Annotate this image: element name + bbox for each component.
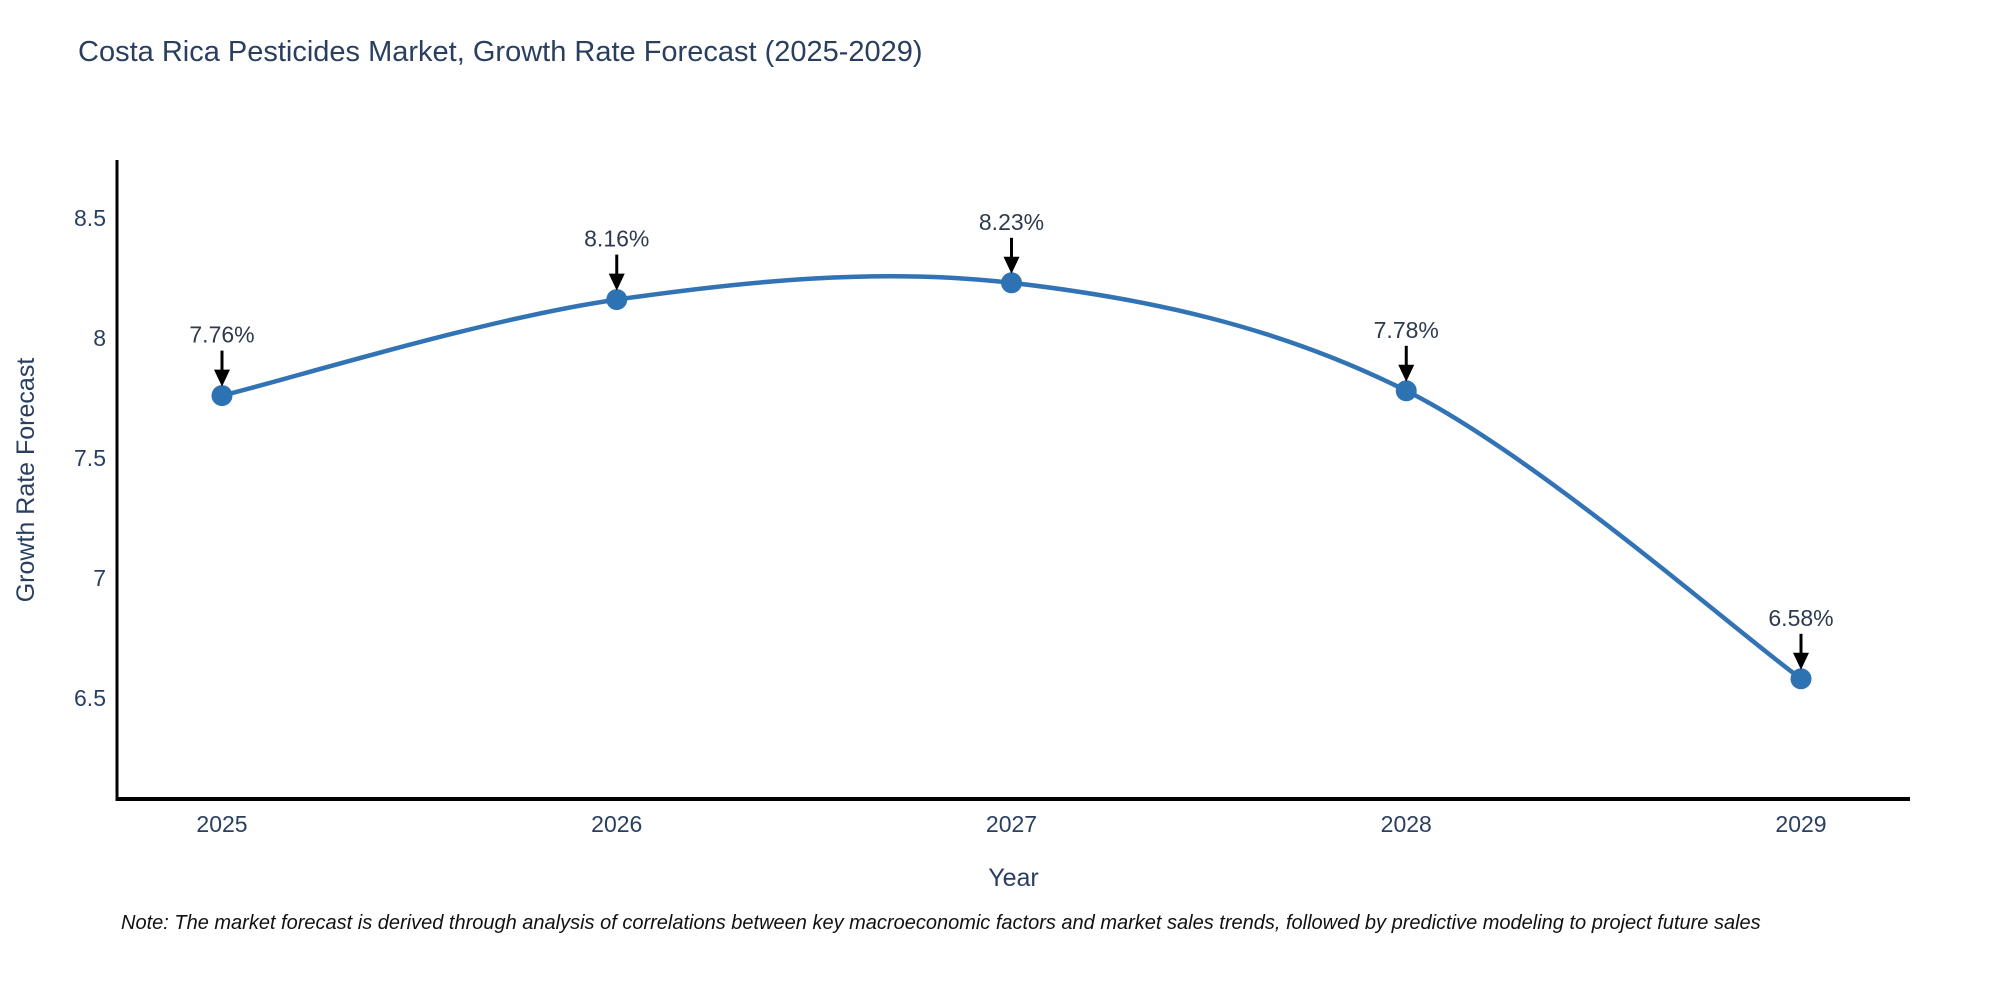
y-tick-label: 7 xyxy=(93,565,106,591)
x-tick-label: 2029 xyxy=(1775,811,1826,837)
y-tick-label: 7.5 xyxy=(74,445,106,471)
x-tick-label: 2028 xyxy=(1381,811,1432,837)
y-axis-title: Growth Rate Forecast xyxy=(12,358,40,603)
data-point-label: 7.76% xyxy=(189,322,254,348)
data-point-marker xyxy=(1790,668,1812,690)
y-tick-label: 6.5 xyxy=(74,685,106,711)
data-point-label: 8.23% xyxy=(979,209,1044,235)
x-tick-label: 2025 xyxy=(196,811,247,837)
x-axis-title: Year xyxy=(988,864,1039,892)
data-point-marker xyxy=(211,385,233,407)
y-tick-label: 8 xyxy=(93,325,106,351)
data-point-label: 7.78% xyxy=(1374,317,1439,343)
data-point-marker xyxy=(1001,272,1022,294)
chart-title: Costa Rica Pesticides Market, Growth Rat… xyxy=(78,36,923,68)
y-tick-label: 8.5 xyxy=(74,205,106,231)
forecast-line xyxy=(219,273,1804,682)
data-point-marker xyxy=(606,289,628,311)
annotation-arrow-head-icon xyxy=(608,273,625,291)
data-point-marker xyxy=(1395,380,1417,402)
annotation-arrow-head-icon xyxy=(1003,256,1020,274)
x-tick-label: 2027 xyxy=(986,811,1037,837)
x-tick-label: 2026 xyxy=(591,811,642,837)
annotation-arrow-head-icon xyxy=(1398,364,1415,382)
data-point-label: 8.16% xyxy=(584,226,649,252)
annotation-arrow-head-icon xyxy=(214,369,230,387)
footnote-text: Note: The market forecast is derived thr… xyxy=(121,912,1761,934)
data-point-label: 6.58% xyxy=(1768,605,1833,631)
annotation-arrow-head-icon xyxy=(1793,652,1809,670)
